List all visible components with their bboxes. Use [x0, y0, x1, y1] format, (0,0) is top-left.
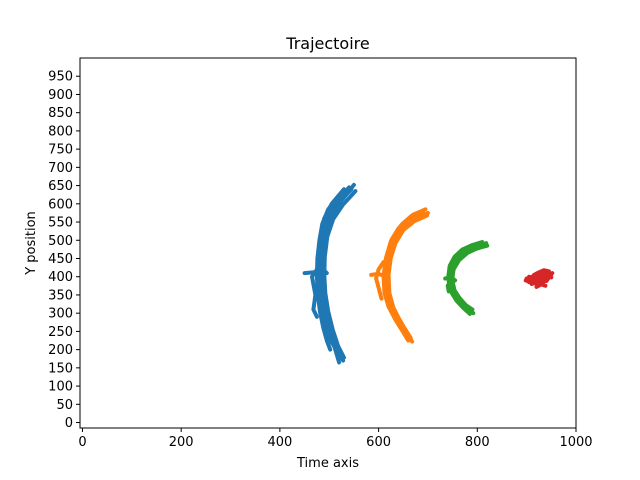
x-tick-label: 600 — [366, 435, 391, 450]
y-tick-label: 400 — [48, 270, 73, 285]
x-axis-label: Time axis — [296, 456, 359, 471]
trajectory-line — [302, 270, 327, 281]
trajectory-line — [314, 194, 342, 352]
y-tick-label: 250 — [48, 325, 73, 340]
x-tick-label: 400 — [267, 435, 292, 450]
y-tick-label: 700 — [48, 161, 73, 176]
y-tick-label: 200 — [48, 343, 73, 358]
y-tick-label: 100 — [48, 380, 73, 395]
x-tick-label: 200 — [169, 435, 194, 450]
x-tick-label: 0 — [78, 435, 86, 450]
trajectory-line — [532, 268, 551, 277]
x-tick-label: 1000 — [559, 435, 592, 450]
y-tick-label: 450 — [48, 252, 73, 267]
trajectory-line — [369, 271, 388, 279]
trajectory-line — [310, 263, 329, 319]
y-tick-label: 50 — [56, 398, 73, 413]
trajectory-line — [449, 241, 489, 312]
trajectory-line — [527, 271, 555, 284]
trajectory-series-1 — [302, 182, 358, 365]
y-tick-label: 0 — [65, 416, 73, 431]
trajectory-line — [445, 280, 452, 294]
trajectory-line — [317, 190, 349, 356]
trajectory-line — [523, 278, 548, 288]
y-tick-label: 550 — [48, 216, 73, 231]
y-tick-label: 850 — [48, 106, 73, 121]
trajectory-series-4 — [523, 268, 555, 289]
y-tick-label: 650 — [48, 179, 73, 194]
y-tick-label: 150 — [48, 361, 73, 376]
y-tick-label: 350 — [48, 288, 73, 303]
y-tick-label: 500 — [48, 234, 73, 249]
trajectory-line — [374, 260, 386, 301]
trajectory-series-2 — [369, 207, 430, 344]
x-tick-label: 800 — [465, 435, 490, 450]
trajectory-series-3 — [443, 240, 490, 316]
y-tick-label: 950 — [48, 70, 73, 85]
trajectory-line — [322, 189, 358, 360]
x-axis: 0 200 400 600 800 1000 — [78, 428, 593, 450]
y-tick-label: 800 — [48, 124, 73, 139]
y-tick-label: 300 — [48, 307, 73, 322]
y-tick-label: 600 — [48, 197, 73, 212]
axes-frame — [79, 57, 577, 429]
y-tick-label: 750 — [48, 143, 73, 158]
plot-area — [302, 182, 555, 365]
chart-title: Trajectoire — [285, 34, 369, 53]
y-tick-label: 900 — [48, 88, 73, 103]
y-axis: 0 50 100 150 200 250 300 350 400 450 500 550 600 650 7… — [48, 70, 80, 431]
y-axis-label: Y position — [24, 211, 39, 276]
trajectory-line — [443, 275, 458, 283]
